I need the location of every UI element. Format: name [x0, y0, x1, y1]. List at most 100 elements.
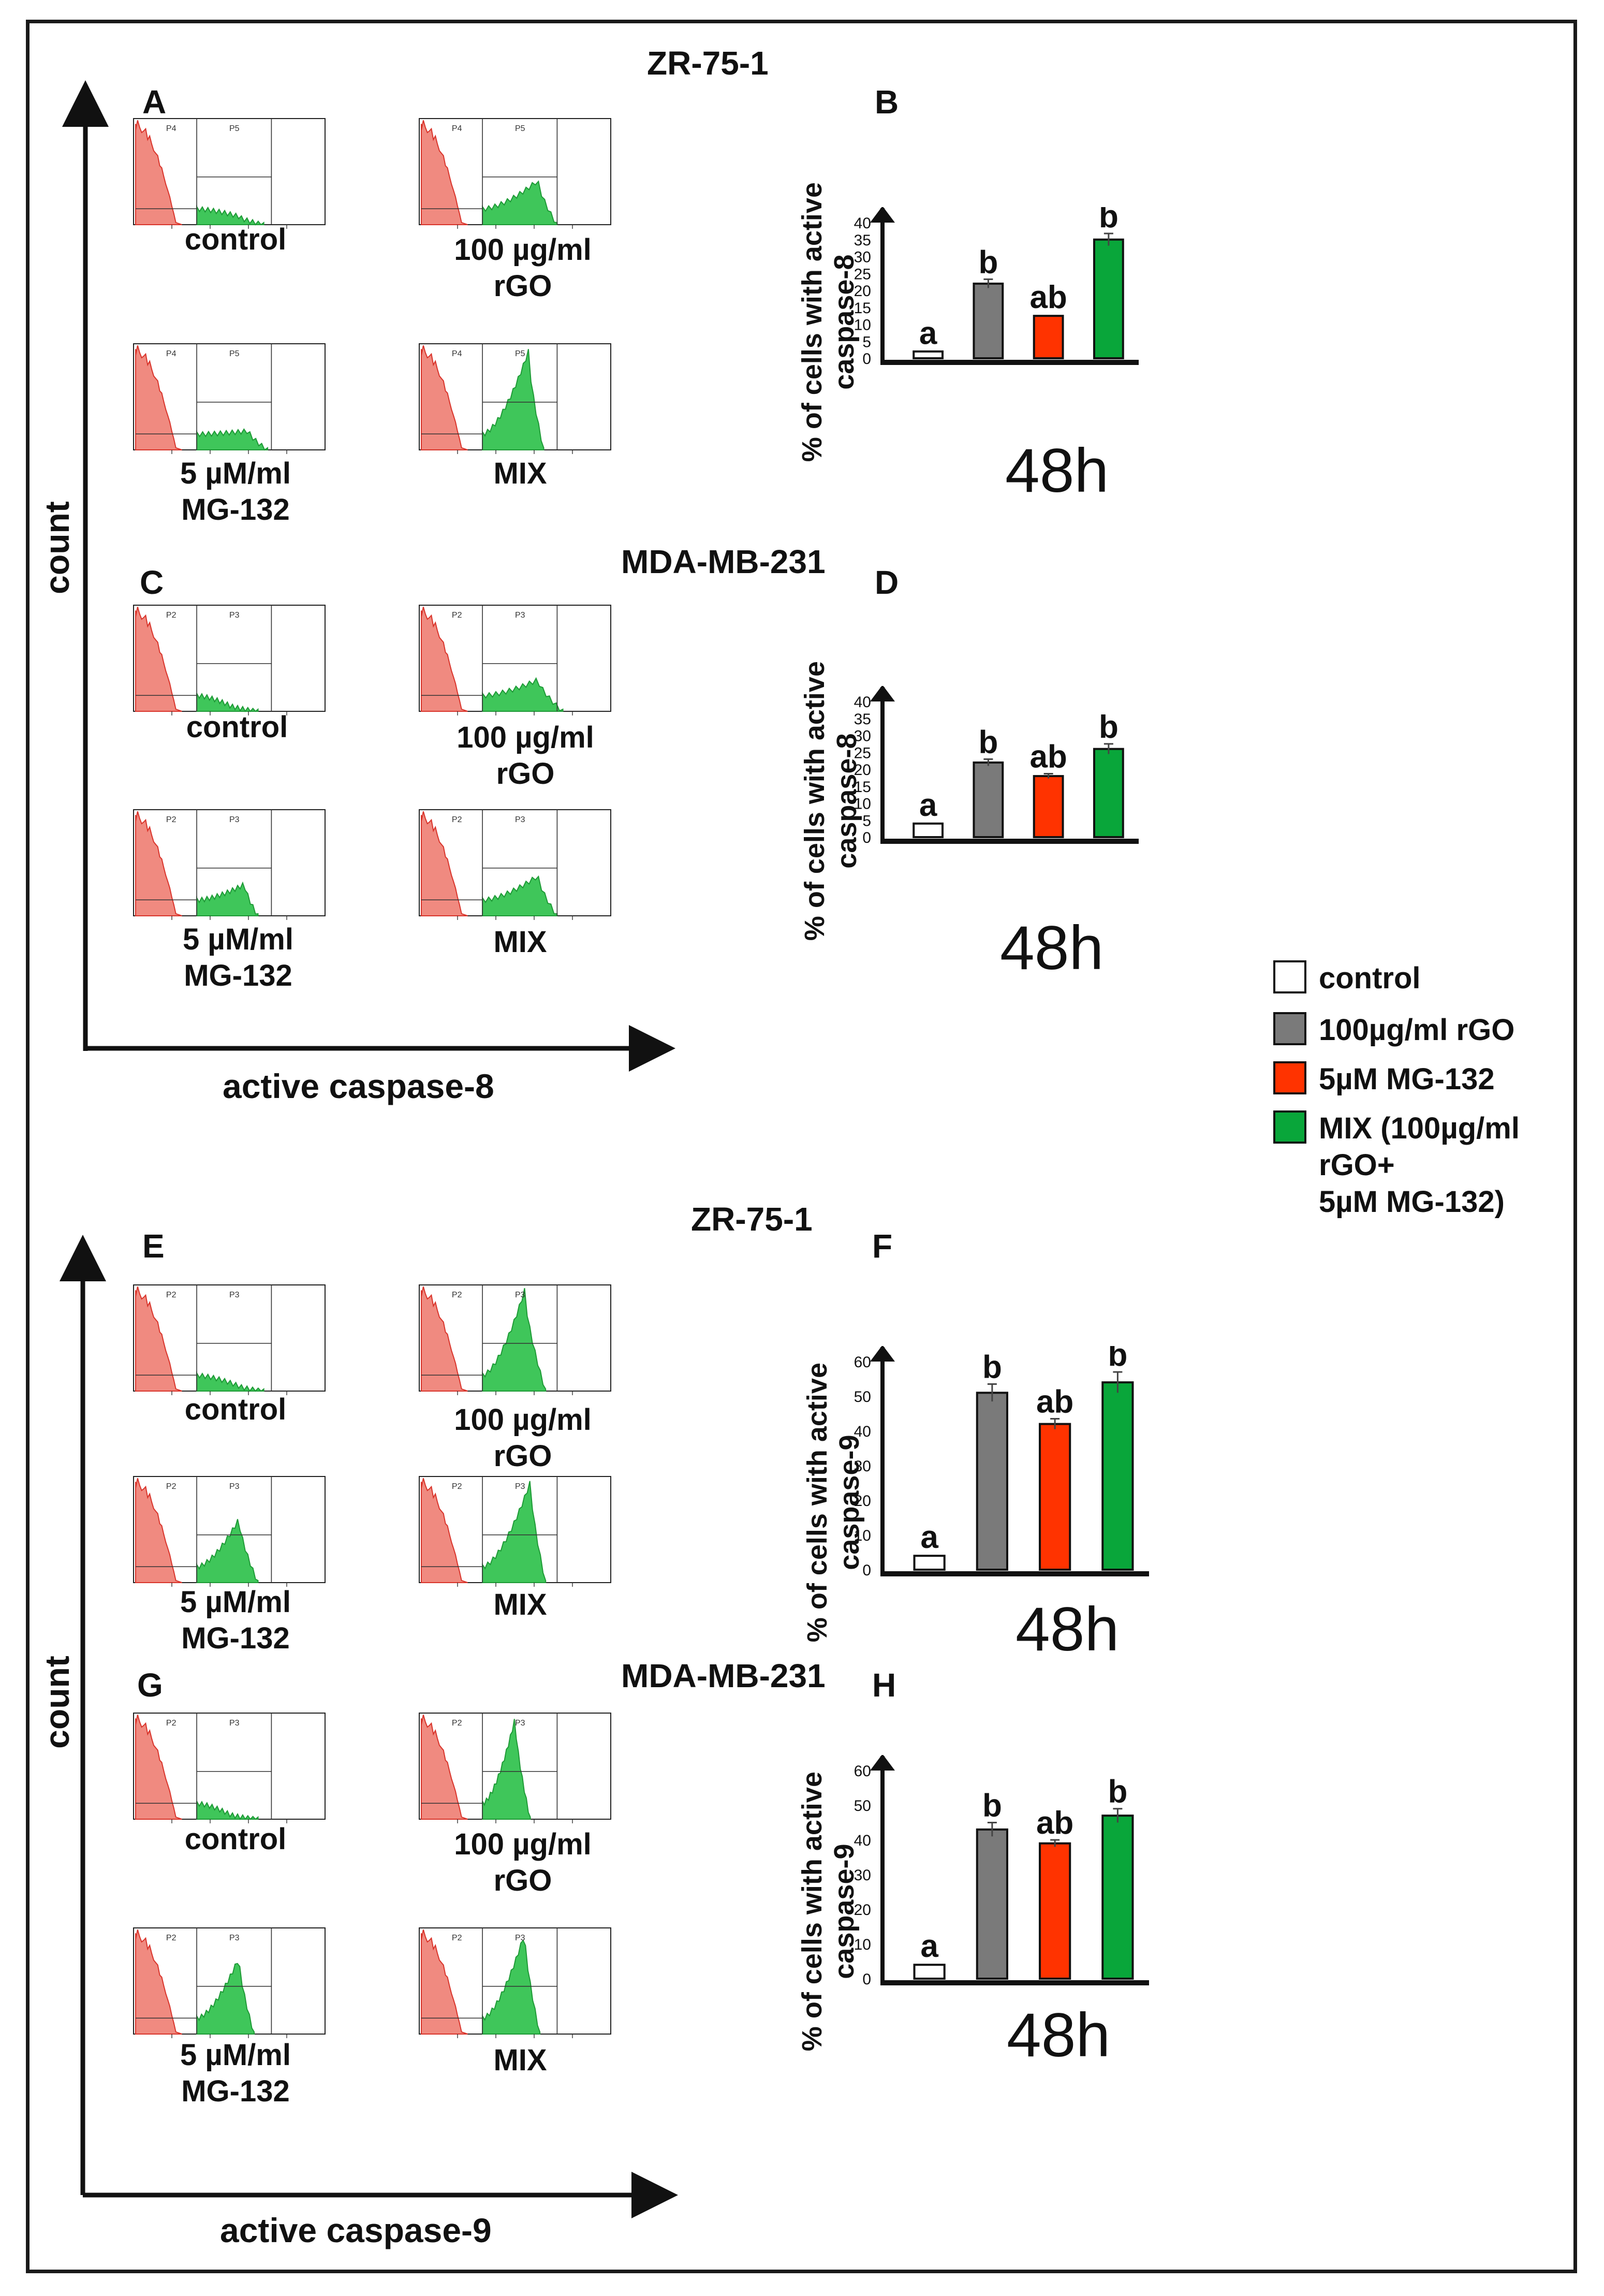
gate-label: P2	[452, 1719, 462, 1728]
bar-mix	[1093, 238, 1124, 359]
panel-letter-h: H	[872, 1666, 896, 1704]
legend-label-mix: MIX (100µg/ml rGO+ 5µM MG-132)	[1319, 1110, 1520, 1220]
y-axis-arrowhead	[870, 207, 895, 223]
y-tick-label: 40	[854, 1423, 871, 1440]
caption-rgo-line1: 100 µg/ml	[454, 233, 592, 267]
bar-5-m-mg-132	[1033, 315, 1064, 359]
y-tick-label: 10	[854, 796, 871, 813]
negative-population-peak	[135, 1478, 182, 1583]
histogram: P2 P3	[419, 1713, 611, 1823]
xlabel-h: 48h	[1007, 2000, 1111, 2070]
histogram: P2 P3	[133, 605, 326, 715]
gate-label: P4	[452, 349, 462, 358]
caption-rgo-line2: rGO	[493, 1439, 552, 1473]
bar-100-g-ml-rgo	[976, 1392, 1008, 1571]
y-tick-label: 5	[862, 333, 871, 350]
bar-control	[913, 822, 944, 838]
gate-label: P2	[166, 815, 176, 824]
bar-5-m-mg-132	[1039, 1842, 1071, 1980]
gate-label: P2	[166, 1934, 176, 1942]
ylabel-b-line1: % of cells with active	[796, 182, 828, 462]
positive-population-peak	[482, 349, 545, 450]
significance-label: ab	[1036, 1384, 1073, 1420]
legend-label-mix-line2: rGO+	[1319, 1148, 1395, 1182]
y-tick-label: 20	[854, 1493, 871, 1510]
significance-label: b	[982, 1350, 1002, 1385]
negative-population-peak	[421, 1929, 468, 2035]
gate-label: P2	[452, 1934, 462, 1942]
caption-c-mix: MIX	[493, 925, 547, 959]
title-mda-top: MDA-MB-231	[621, 543, 826, 580]
positive-population-peak	[482, 180, 558, 225]
caption-mg-line2: MG-132	[181, 492, 290, 527]
gate-label: P3	[515, 1719, 525, 1728]
gate-label: P3	[229, 815, 240, 824]
gate-label: P5	[229, 349, 240, 358]
caption-a-control: control	[184, 223, 287, 256]
caption-c-control: control	[186, 710, 288, 744]
positive-population-peak	[196, 204, 264, 226]
bar-control	[913, 1964, 946, 1980]
legend-swatch-rgo	[1273, 1012, 1306, 1045]
y-axis-arrowhead	[870, 686, 895, 701]
caption-mg-line2: MG-132	[181, 1621, 290, 1655]
y-tick-label: 30	[854, 1458, 871, 1475]
positive-population-peak	[482, 1481, 547, 1583]
y-tick-label: 15	[854, 300, 871, 317]
negative-population-peak	[135, 120, 182, 225]
title-mda-bottom: MDA-MB-231	[621, 1657, 826, 1694]
bar-100-g-ml-rgo	[973, 761, 1004, 838]
significance-label: ab	[1036, 1805, 1073, 1841]
negative-population-peak	[421, 811, 468, 916]
negative-population-peak	[135, 1286, 182, 1392]
histogram: P4 P5	[419, 118, 611, 229]
caption-mg-line2: MG-132	[181, 2074, 290, 2108]
caption-c-rgo: 100 µg/ml rGO	[417, 720, 634, 792]
histogram: P2 P3	[133, 1713, 326, 1823]
xlabel-b: 48h	[1005, 436, 1109, 505]
panel-letter-d: D	[875, 564, 899, 601]
gate-label: P4	[166, 124, 176, 133]
gate-label: P4	[452, 124, 462, 133]
y-tick-label: 0	[862, 1562, 871, 1579]
significance-label: b	[1108, 1346, 1127, 1373]
caption-rgo-line2: rGO	[493, 269, 552, 303]
panel-letter-c: C	[140, 564, 164, 601]
panel-letter-g: G	[137, 1666, 163, 1704]
count-label-top: count	[37, 501, 76, 594]
caption-mg-line1: 5 µM/ml	[180, 2038, 291, 2072]
gate-label: P2	[452, 815, 462, 824]
positive-population-peak	[482, 1939, 541, 2035]
y-tick-label: 10	[854, 1527, 871, 1544]
xlabel-f: 48h	[1016, 1595, 1120, 1664]
caption-rgo-line1: 100 µg/ml	[454, 1403, 592, 1437]
gate-label: P2	[166, 1291, 176, 1299]
significance-label: b	[978, 724, 998, 760]
y-tick-label: 0	[862, 829, 871, 846]
y-tick-label: 0	[862, 1971, 871, 1988]
positive-population-peak	[196, 1963, 255, 2035]
significance-label: ab	[1029, 280, 1067, 315]
y-tick-label: 30	[854, 249, 871, 266]
gate-label: P2	[452, 611, 462, 620]
gate-label: P3	[229, 1291, 240, 1299]
ylabel-f-line2: caspase-9	[834, 1435, 865, 1570]
gate-label: P3	[229, 1719, 240, 1728]
y-tick-label: 5	[862, 812, 871, 829]
y-tick-label: 40	[854, 1832, 871, 1849]
ylabel-h-line2: caspase-9	[829, 1844, 860, 1979]
negative-population-peak	[135, 1715, 182, 1820]
histogram: P4 P5	[419, 343, 611, 454]
y-tick-label: 40	[854, 694, 871, 711]
legend-swatch-control	[1273, 960, 1306, 993]
y-tick-label: 20	[854, 283, 871, 300]
figure-frame	[26, 20, 1577, 2273]
title-zr-top: ZR-75-1	[647, 45, 769, 82]
histogram: P4 P5	[133, 343, 326, 454]
negative-population-peak	[135, 345, 182, 450]
histogram: P2 P3	[419, 809, 611, 920]
histogram: P2 P3	[419, 1284, 611, 1395]
caption-mg-line1: 5 µM/ml	[183, 923, 293, 956]
gate-label: P3	[229, 1482, 240, 1491]
